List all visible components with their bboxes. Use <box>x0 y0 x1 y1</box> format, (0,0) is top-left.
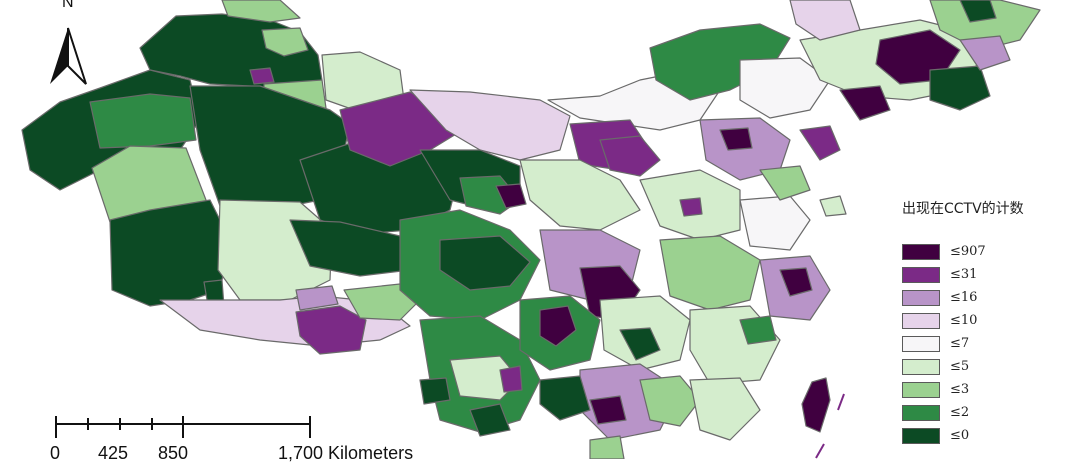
region-c-9 <box>659 235 761 311</box>
region-tibet-purple <box>295 305 367 355</box>
region-xj-west-2 <box>89 93 197 149</box>
north-arrow-icon <box>50 27 87 85</box>
scale-label-850: 850 <box>158 443 189 463</box>
legend-item: ≤7 <box>902 332 1080 355</box>
region-yn-5 <box>469 403 511 437</box>
legend-item: ≤5 <box>902 355 1080 378</box>
region-c-7 <box>619 327 661 361</box>
region-xj-north-2 <box>221 0 301 23</box>
legend-label: ≤16 <box>950 290 978 305</box>
legend-rows: ≤907 ≤31 ≤16 ≤10 ≤7 ≤5 ≤3 ≤2 ≤0 <box>902 240 1080 447</box>
legend-label: ≤3 <box>950 382 970 397</box>
legend-label: ≤907 <box>950 244 986 259</box>
map-regions <box>21 0 1041 459</box>
region-xj-north-5 <box>249 67 275 85</box>
legend-label: ≤10 <box>950 313 978 328</box>
region-c-5 <box>539 305 577 347</box>
region-ne-3 <box>929 65 991 111</box>
region-sc-2 <box>439 235 531 291</box>
legend-swatch <box>902 289 940 306</box>
region-c-20 <box>639 375 701 427</box>
legend-item: ≤3 <box>902 378 1080 401</box>
region-c-17 <box>739 315 777 345</box>
legend-swatch <box>902 335 940 352</box>
legend-item: ≤907 <box>902 240 1080 263</box>
legend-swatch <box>902 243 940 260</box>
scale-bar <box>55 416 311 438</box>
legend-swatch <box>902 427 940 444</box>
scale-label-1700: 1,700 Kilometers <box>278 443 414 463</box>
region-c-22 <box>539 375 591 421</box>
region-yn-3 <box>419 377 451 405</box>
legend-label: ≤7 <box>950 336 970 351</box>
region-c-11 <box>719 127 753 151</box>
region-hainan <box>589 435 625 459</box>
region-e-1 <box>799 125 841 161</box>
region-c-21 <box>689 377 761 441</box>
region-c-15 <box>779 267 813 297</box>
legend-label: ≤5 <box>950 359 970 374</box>
legend-label: ≤0 <box>950 428 970 443</box>
region-c-13 <box>739 195 811 251</box>
region-c-12 <box>679 197 703 217</box>
legend-item: ≤16 <box>902 286 1080 309</box>
scale-label-0: 0 <box>50 443 61 463</box>
region-yn-4 <box>499 365 523 393</box>
region-c-25 <box>495 183 527 209</box>
region-xj-north-3 <box>261 27 309 57</box>
legend-title: 出现在CCTV的计数 <box>902 201 1024 217</box>
region-taiwan <box>801 377 831 433</box>
region-gs-1 <box>409 89 571 161</box>
region-e-2 <box>759 165 811 201</box>
legend-item: ≤31 <box>902 263 1080 286</box>
legend-item: ≤0 <box>902 424 1080 447</box>
region-ne-8 <box>789 0 861 41</box>
region-tibet-green <box>343 283 421 321</box>
region-e-3 <box>819 195 847 217</box>
region-ne-7 <box>839 85 891 121</box>
region-tibet-light <box>295 285 339 311</box>
legend-swatch <box>902 266 940 283</box>
legend-label: ≤2 <box>950 405 970 420</box>
map-legend: 出现在CCTV的计数 ≤907 ≤31 ≤16 ≤10 ≤7 ≤5 ≤3 ≤2 ≤0 <box>902 198 1080 447</box>
region-c-19 <box>589 395 627 425</box>
region-c-1 <box>519 159 641 231</box>
legend-swatch <box>902 312 940 329</box>
island-marks <box>815 393 845 459</box>
scale-label-425: 425 <box>98 443 129 463</box>
legend-item: ≤10 <box>902 309 1080 332</box>
legend-label: ≤31 <box>950 267 978 282</box>
region-ne-5 <box>959 0 997 23</box>
region-ne-6 <box>959 35 1011 71</box>
north-label: N <box>62 0 74 11</box>
legend-swatch <box>902 358 940 375</box>
region-ne-4 <box>929 0 1041 51</box>
region-im-3 <box>739 57 831 119</box>
legend-item: ≤2 <box>902 401 1080 424</box>
legend-swatch <box>902 381 940 398</box>
region-c-23 <box>599 135 661 177</box>
legend-swatch <box>902 404 940 421</box>
